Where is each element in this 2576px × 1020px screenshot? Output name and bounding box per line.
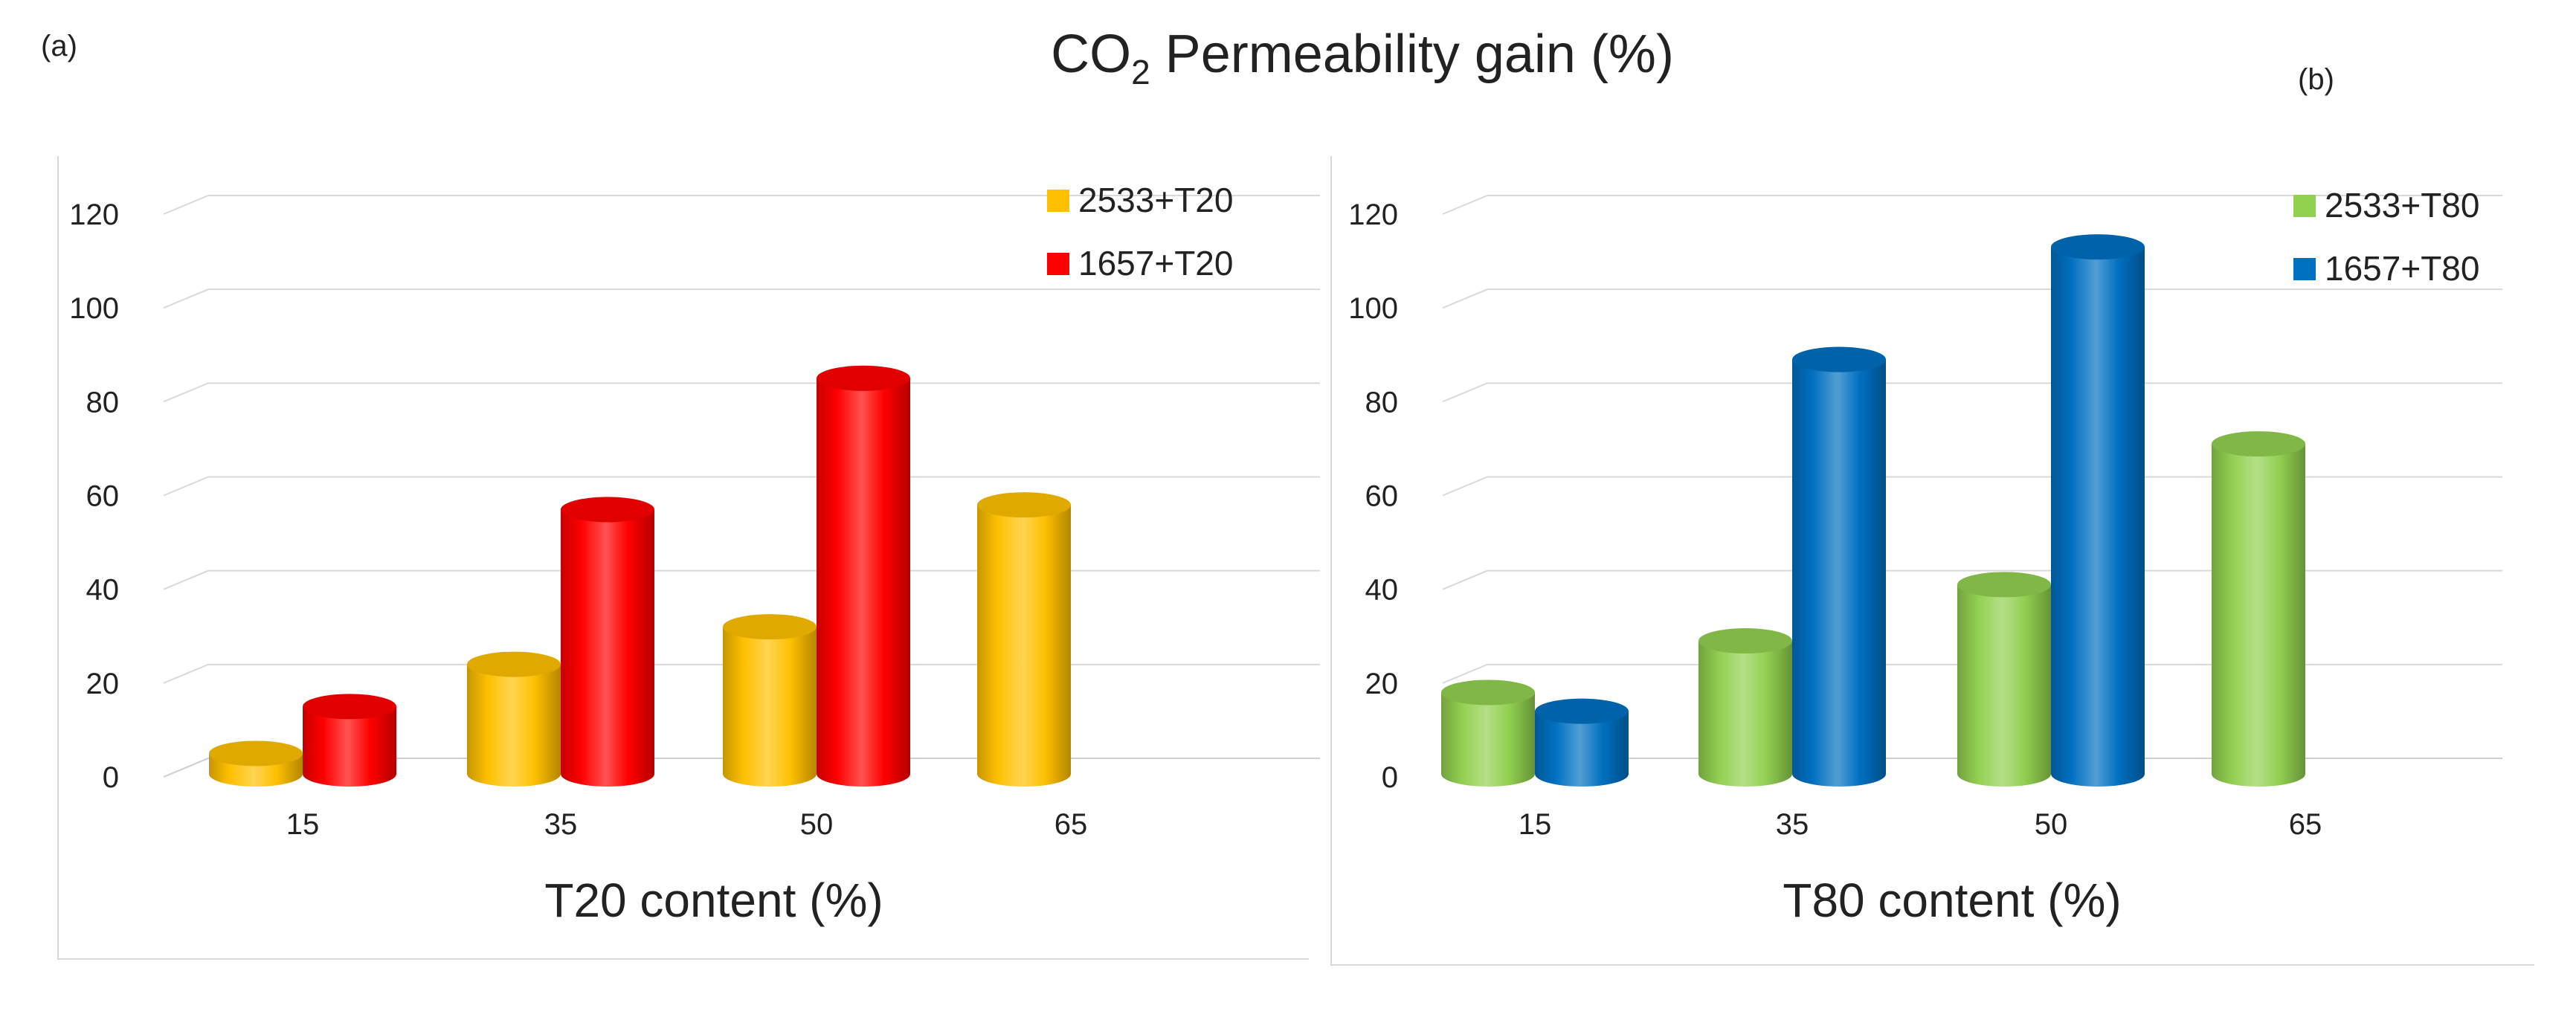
legend-swatch	[2293, 258, 2316, 280]
legend-swatch	[1047, 253, 1069, 275]
gridline	[1442, 569, 2502, 590]
bar-1657+T20-35	[561, 497, 654, 787]
legend-swatch	[2293, 195, 2316, 217]
bar-1657+T80-35	[1792, 346, 1886, 787]
bar-1657+T80-15	[1535, 698, 1629, 787]
legend-label: 2533+T80	[2325, 186, 2479, 225]
bar-body	[817, 378, 910, 787]
panel-b-label: (b)	[2298, 63, 2334, 96]
bar-2533+T80-35	[1698, 628, 1792, 787]
chart-frame	[1330, 156, 2534, 966]
bar-top	[723, 614, 817, 640]
x-tick-label: 35	[544, 808, 578, 841]
y-tick-label: 120	[69, 198, 119, 231]
bar-body	[723, 627, 817, 787]
gridline	[163, 288, 1320, 309]
gridline	[163, 195, 1320, 215]
bar-top	[209, 740, 303, 766]
bar-2533+T20-50	[723, 614, 817, 787]
y-tick-label: 0	[1382, 761, 1398, 794]
legend-swatch	[1047, 190, 1069, 212]
x-tick-label: 35	[1776, 808, 1809, 841]
y-tick-label: 40	[86, 574, 120, 607]
bar-body	[303, 706, 396, 787]
figure-title-rest: Permeability gain (%)	[1150, 25, 1674, 84]
y-tick-label: 80	[1365, 386, 1399, 419]
chart-panel-b: 0 20 40 60 80 100 120 15 35 50 65 2533+T80 1657+T80 T…	[1330, 156, 2534, 966]
bar-body	[977, 505, 1071, 787]
x-tick-label: 65	[1054, 808, 1088, 841]
bar-body	[561, 509, 654, 787]
bar-top	[1792, 346, 1886, 372]
y-tick-label: 60	[1365, 480, 1399, 513]
gridline	[163, 663, 1320, 684]
legend-label: 2533+T20	[1078, 181, 1233, 219]
bar-2533+T20-35	[467, 651, 561, 787]
gridline	[1442, 195, 2502, 215]
bar-top	[1698, 628, 1792, 654]
chart-panel-a: 0 20 40 60 80 100 120 15 35 50 65 2533+T20 1657+T20 T…	[57, 156, 1320, 960]
y-tick-label: 20	[86, 668, 120, 700]
bar-body	[467, 664, 561, 787]
x-tick-label: 65	[2289, 808, 2322, 841]
x-tick-label: 50	[800, 808, 834, 841]
y-tick-label: 100	[69, 292, 119, 325]
bar-1657+T80-50	[2051, 234, 2145, 787]
bar-body	[1441, 692, 1535, 787]
y-tick-label: 60	[86, 480, 120, 513]
bar-top	[977, 492, 1071, 518]
bar-1657+T20-50	[817, 365, 910, 787]
bar-body	[2212, 444, 2305, 787]
bar-top	[2051, 234, 2145, 260]
bar-body	[1957, 584, 2051, 787]
y-tick-label: 20	[1365, 668, 1399, 700]
figure-title: CO2 Permeability gain (%)	[1051, 25, 1674, 91]
gridline	[1442, 476, 2502, 497]
x-tick-label: 15	[286, 808, 320, 841]
gridline	[1442, 663, 2502, 684]
bar-top	[1535, 698, 1629, 724]
bar-top	[1957, 572, 2051, 598]
y-tick-label: 40	[1365, 574, 1399, 607]
bar-2533+T80-50	[1957, 572, 2051, 787]
bar-2533+T80-15	[1441, 680, 1535, 787]
y-tick-label: 80	[86, 386, 120, 419]
bar-top	[467, 651, 561, 677]
figure-title-sub: 2	[1131, 53, 1150, 91]
bar-1657+T20-15	[303, 694, 396, 787]
gridline	[1442, 288, 2502, 309]
bar-top	[1441, 680, 1535, 706]
bar-body	[1535, 711, 1629, 787]
panel-a-label: (a)	[41, 30, 77, 62]
bar-top	[303, 694, 396, 720]
y-tick-label: 100	[1348, 292, 1398, 325]
x-axis-title: T80 content (%)	[1783, 874, 2121, 927]
y-tick-label: 120	[1348, 198, 1398, 231]
gridline	[1442, 382, 2502, 403]
bar-top	[2212, 431, 2305, 457]
bar-top	[561, 497, 654, 523]
gridline	[163, 476, 1320, 497]
bar-top	[817, 365, 910, 391]
x-tick-label: 15	[1519, 808, 1552, 841]
bar-2533+T20-15	[209, 740, 303, 787]
bar-body	[2051, 247, 2145, 787]
bar-2533+T20-65	[977, 492, 1071, 787]
gridline	[163, 569, 1320, 590]
y-tick-label: 0	[103, 761, 119, 794]
x-tick-label: 50	[2035, 808, 2068, 841]
legend-label: 1657+T80	[2325, 249, 2479, 288]
chart-frame	[57, 156, 1309, 960]
gridline	[163, 382, 1320, 403]
figure-title-main: CO	[1051, 25, 1131, 84]
bar-2533+T80-65	[2212, 431, 2305, 787]
x-axis-title: T20 content (%)	[544, 874, 883, 927]
legend-label: 1657+T20	[1078, 244, 1233, 283]
bar-body	[1698, 641, 1792, 787]
floor-line	[163, 758, 1320, 778]
bar-body	[1792, 359, 1886, 787]
